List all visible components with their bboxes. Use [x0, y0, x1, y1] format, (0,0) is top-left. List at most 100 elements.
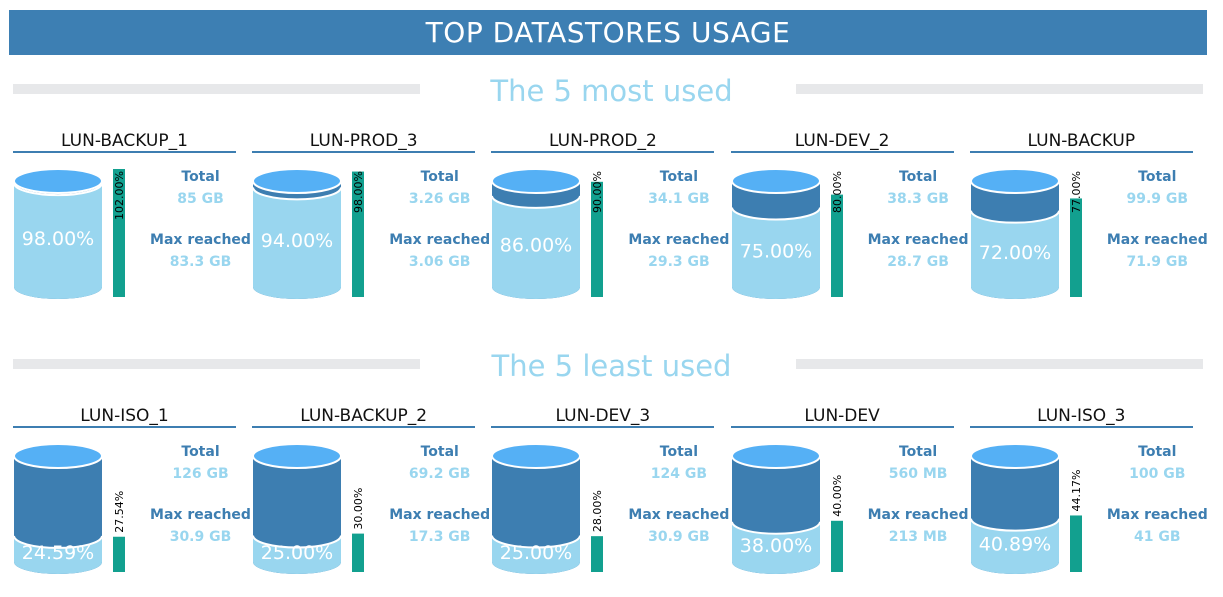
cylinder-cap	[252, 443, 343, 469]
max-usage-bar	[1069, 515, 1082, 572]
fill-level-line	[491, 195, 582, 209]
fill-level-line	[969, 518, 1060, 532]
max-reached-value: 71.9 GB	[1126, 254, 1189, 270]
max-percent-label: 27.54%	[113, 491, 126, 533]
cylinder-cap	[13, 443, 103, 469]
usage-cylinder-chart: 40.89% 44.17%	[969, 443, 1083, 574]
fill-level-line	[13, 535, 103, 549]
datastore-card: LUN-PROD_2 Total 34.1 GB Max reached 29.…	[491, 131, 731, 311]
total-label: Total	[898, 444, 938, 460]
title-underline	[252, 151, 476, 153]
max-reached-value: 30.9 GB	[169, 529, 232, 545]
title-underline	[969, 426, 1193, 428]
max-usage-bar	[591, 181, 604, 297]
title-underline	[491, 426, 715, 428]
cylinder-empty-body	[14, 456, 102, 574]
fill-level-line	[252, 187, 343, 201]
max-percent-label: 98.00%	[352, 171, 365, 213]
title-underline	[969, 151, 1193, 153]
cylinder-used-fill	[492, 535, 581, 574]
max-reached-label: Max reached	[1106, 232, 1208, 248]
section-divider	[796, 359, 1203, 369]
total-label: Total	[420, 444, 459, 460]
used-percent-label: 72.00%	[979, 242, 1051, 264]
total-label: Total	[1138, 444, 1177, 460]
total-value: 99.9 GB	[1126, 191, 1189, 207]
max-reached-label: Max reached	[150, 232, 251, 248]
max-reached-label: Max reached	[867, 507, 969, 523]
max-usage-bar	[830, 520, 843, 572]
max-reached-value: 17.3 GB	[408, 529, 471, 545]
datastore-name: LUN-BACKUP	[1027, 131, 1136, 151]
max-reached-label: Max reached	[389, 232, 491, 248]
cylinder-cap	[491, 443, 582, 469]
total-value: 126 GB	[172, 466, 229, 482]
max-reached-value: 3.06 GB	[408, 254, 471, 270]
max-usage-bar	[352, 533, 365, 572]
datastore-card: LUN-DEV_3 Total 124 GB Max reached 30.9 …	[491, 406, 731, 586]
section-title-least-used: The 5 least used	[491, 349, 732, 383]
max-percent-label: 80.00%	[831, 171, 844, 213]
fill-level-line	[13, 182, 103, 197]
total-value: 560 MB	[888, 466, 948, 482]
used-percent-label: 40.89%	[979, 533, 1051, 555]
usage-cylinder-chart: 75.00% 80.00%	[730, 168, 844, 299]
section-title-most-used: The 5 most used	[490, 74, 733, 108]
max-reached-value: 213 MB	[888, 529, 948, 545]
datastore-name: LUN-ISO_1	[80, 406, 169, 426]
max-percent-label: 44.17%	[1070, 470, 1083, 512]
usage-cylinder-chart: 72.00% 77.00%	[969, 168, 1083, 299]
total-value: 124 GB	[650, 466, 708, 482]
max-percent-label: 28.00%	[591, 490, 604, 532]
datastore-name: LUN-PROD_2	[549, 131, 657, 151]
max-percent-label: 102.00%	[113, 171, 126, 220]
cylinder-empty-body	[492, 456, 581, 574]
used-percent-label: 25.00%	[500, 542, 572, 564]
used-percent-label: 38.00%	[739, 535, 811, 557]
total-value: 38.3 GB	[887, 191, 949, 207]
total-label: Total	[659, 444, 699, 460]
section-divider	[796, 84, 1203, 94]
max-reached-label: Max reached	[867, 232, 969, 248]
datastore-name: LUN-BACKUP_2	[300, 406, 428, 426]
cylinder-cap	[730, 168, 821, 194]
max-percent-label: 77.00%	[1070, 171, 1083, 213]
cylinder-used-fill	[970, 518, 1059, 574]
fill-level-line	[730, 521, 821, 535]
cylinder-used-fill	[492, 195, 581, 299]
max-reached-value: 30.9 GB	[648, 529, 710, 545]
datastore-name: LUN-DEV_2	[794, 131, 890, 151]
cylinder-used-fill	[14, 535, 102, 574]
datastore-card: LUN-BACKUP Total 99.9 GB Max reached 71.…	[969, 131, 1210, 311]
total-label: Total	[181, 169, 220, 185]
max-percent-label: 90.00%	[591, 171, 604, 213]
datastore-name: LUN-ISO_3	[1037, 406, 1126, 426]
cylinder-empty-body	[253, 456, 342, 574]
cylinder-cap	[730, 443, 821, 469]
max-reached-value: 83.3 GB	[169, 254, 232, 270]
fill-level-line	[491, 535, 582, 549]
max-usage-bar	[591, 536, 604, 572]
usage-cylinder-chart: 24.59% 27.54%	[13, 443, 126, 574]
cylinder-used-fill	[731, 521, 820, 574]
datastore-card: LUN-DEV_2 Total 38.3 GB Max reached 28.7…	[730, 131, 971, 311]
max-usage-bar	[352, 171, 365, 297]
max-usage-bar	[113, 536, 125, 572]
max-percent-label: 40.00%	[831, 475, 844, 517]
total-value: 69.2 GB	[408, 466, 471, 482]
usage-cylinder-chart: 25.00% 30.00%	[252, 443, 365, 574]
max-usage-bar	[830, 194, 843, 297]
cylinder-cap	[252, 168, 343, 194]
used-percent-label: 24.59%	[22, 542, 94, 564]
cylinder-cap	[969, 168, 1060, 194]
total-value: 85 GB	[177, 191, 224, 207]
total-label: Total	[1138, 169, 1177, 185]
total-value: 100 GB	[1129, 466, 1186, 482]
used-percent-label: 75.00%	[739, 240, 811, 262]
fill-level-line	[969, 210, 1060, 224]
datastore-name: LUN-DEV	[804, 406, 880, 426]
usage-cylinder-chart: 86.00% 90.00%	[491, 168, 604, 299]
max-reached-label: Max reached	[150, 507, 251, 523]
max-reached-value: 41 GB	[1134, 529, 1181, 545]
total-label: Total	[181, 444, 220, 460]
